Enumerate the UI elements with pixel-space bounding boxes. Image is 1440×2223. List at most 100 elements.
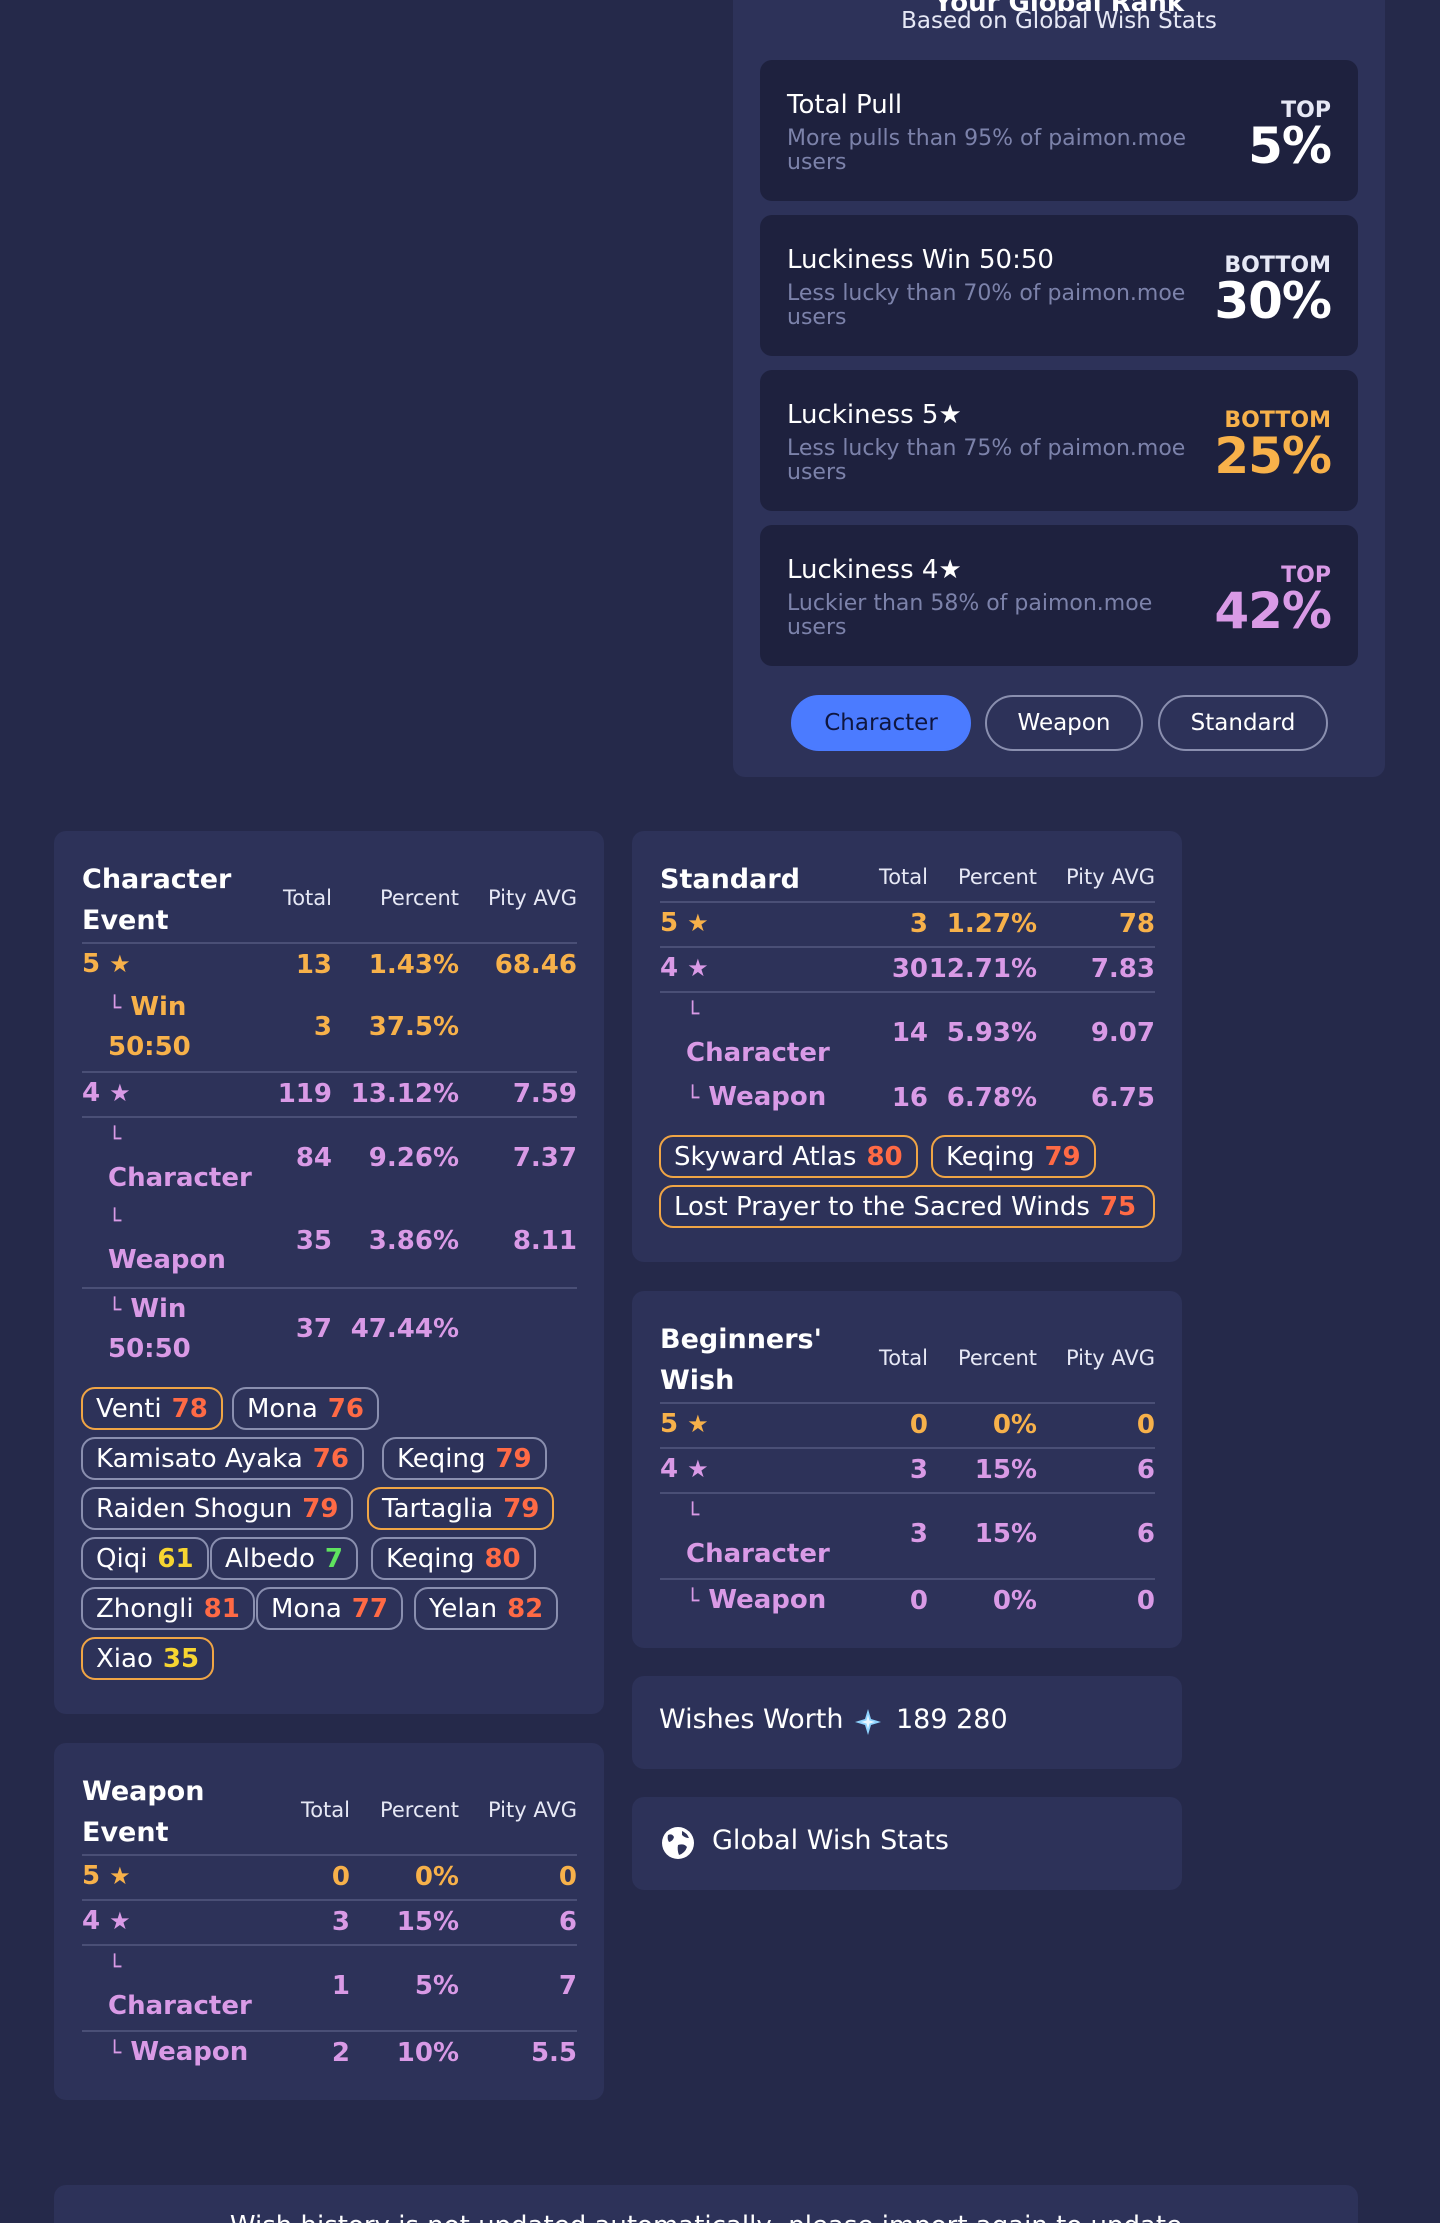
cell-pity: 7.83 [1090,954,1155,984]
table-row: 5 ★ 3 1.27% 78 [660,901,1155,946]
row-label: └ Weapon [686,1082,827,1112]
cell-total: 3 [909,1455,928,1485]
character-tag[interactable]: Mona 76 [232,1387,379,1430]
global-rank-panel: Your Global Rank Based on Global Wish St… [733,0,1385,777]
character-tag[interactable]: Tartaglia 79 [367,1487,555,1530]
row-label: Character [108,1163,252,1193]
table-title-line: Event [82,1817,169,1848]
table-row: 5 ★ 13 1.43% 68.46 [82,942,577,987]
header-percent: Percent [379,1798,459,1822]
cell-total: 3 [313,1012,332,1042]
rank-tabs: Character Weapon Standard [733,695,1385,751]
cell-total: 84 [295,1143,332,1173]
character-tag[interactable]: Qiqi 61 [81,1537,209,1580]
table-title-line: Wish [660,1365,735,1396]
row-label: └ Win [108,1294,187,1324]
table-row: └ Character 84 9.26% 7.37 [82,1116,577,1200]
cell-percent: 13.12% [350,1079,459,1109]
row-label: 50:50 [108,1032,191,1062]
table-title: Weapon Event [82,1771,204,1853]
standard-tag[interactable]: Keqing 79 [931,1135,1096,1178]
row-label: 4 ★ [82,1078,131,1108]
table-row: └ Character 1 5% 7 [82,1944,577,2028]
wishes-worth-card: Wishes Worth 189 280 [632,1676,1182,1769]
tab-standard[interactable]: Standard [1158,695,1328,751]
global-wish-stats-button[interactable]: Global Wish Stats [632,1797,1182,1890]
character-tag[interactable]: Yelan 82 [414,1587,559,1630]
standard-card: Standard Total Percent Pity AVG 5 ★ 3 1.… [632,831,1182,1262]
primogem-icon [855,1709,881,1735]
rank-card-value: 42% [1214,582,1332,640]
character-tag[interactable]: Raiden Shogun 79 [81,1487,354,1530]
table-row: └ Weapon 35 3.86% 8.11 [82,1200,577,1285]
character-tag[interactable]: Albedo 7 [210,1537,359,1580]
header-percent: Percent [957,865,1037,889]
rank-card-position: TOP [1281,563,1331,588]
character-tag[interactable]: Xiao 35 [81,1637,215,1680]
rank-card-position: BOTTOM [1224,408,1331,433]
table-row: └ Win 50:50 3 37.5% [82,987,577,1067]
standard-tag[interactable]: Lost Prayer to the Sacred Winds 75 [659,1185,1155,1228]
corner-icon: └ [686,1503,700,1528]
cell-pity: 68.46 [494,950,577,980]
rank-card-value: 25% [1214,427,1332,485]
table-row: 4 ★ 119 13.12% 7.59 [82,1071,577,1116]
table-title: Beginners' Wish [660,1319,822,1401]
table-title-line: Beginners' [660,1324,822,1355]
rank-card-desc: More pulls than 95% of paimon.moe users [787,126,1187,175]
header-percent: Percent [957,1346,1037,1370]
row-label: 5 ★ [660,908,709,938]
row-label: 4 ★ [660,1454,709,1484]
cell-percent: 15% [974,1519,1037,1549]
cell-percent: 5% [414,1971,459,2001]
cell-total: 3 [909,1519,928,1549]
rank-card-title: Total Pull [787,90,903,120]
cell-percent: 0% [414,1862,459,1892]
table-row: └ Weapon 16 6.78% 6.75 [660,1077,1155,1122]
cell-pity: 6 [1136,1519,1155,1549]
star-icon: ★ [109,1862,131,1890]
cell-percent: 37.5% [368,1012,459,1042]
row-label: Character [686,1038,830,1068]
cell-total: 0 [331,1862,350,1892]
character-tag[interactable]: Keqing 79 [382,1437,547,1480]
tab-weapon[interactable]: Weapon [985,695,1143,751]
corner-icon: └ [686,1002,700,1027]
table-title: Character Event [82,859,231,941]
rank-card-desc: Less lucky than 70% of paimon.moe users [787,281,1186,330]
character-tag[interactable]: Mona 77 [256,1587,403,1630]
rank-card-title: Luckiness Win 50:50 [787,245,1054,275]
cell-percent: 15% [396,1907,459,1937]
standard-tag[interactable]: Skyward Atlas 80 [659,1135,918,1178]
star-icon: ★ [109,1907,131,1935]
row-label: └ Weapon [686,1585,827,1615]
table-title-line: Event [82,905,169,936]
character-tag[interactable]: Kamisato Ayaka 76 [81,1437,364,1480]
tab-character[interactable]: Character [791,695,971,751]
row-label: └ Weapon [108,2037,249,2067]
row-label: Character [108,1991,252,2021]
cell-pity: 7 [558,1971,577,2001]
cell-percent: 1.27% [946,909,1037,939]
header-total: Total [282,886,332,910]
cell-pity: 7.59 [512,1079,577,1109]
cell-pity: 0 [1136,1410,1155,1440]
star-icon: ★ [687,909,709,937]
table-row: 5 ★ 0 0% 0 [660,1402,1155,1447]
table-row: 4 ★ 30 12.71% 7.83 [660,946,1155,991]
character-event-card: Character Event Total Percent Pity AVG 5… [54,831,604,1714]
header-total: Total [878,865,928,889]
table-row: 4 ★ 3 15% 6 [82,1899,577,1944]
rank-card-value: 5% [1248,117,1332,175]
character-tag[interactable]: Keqing 80 [371,1537,536,1580]
table-row: └ Weapon 2 10% 5.5 [82,2030,577,2075]
cell-pity: 78 [1118,909,1155,939]
cell-percent: 10% [396,2038,459,2068]
footer-text: Wish history is not updated automaticall… [54,2211,1358,2223]
cell-pity: 0 [1136,1586,1155,1616]
rank-card-value: 30% [1214,272,1332,330]
character-tag[interactable]: Zhongli 81 [81,1587,255,1630]
rank-card-desc: Luckier than 58% of paimon.moe users [787,591,1153,640]
character-tag[interactable]: Venti 78 [81,1387,223,1430]
cell-total: 30 [891,954,928,984]
